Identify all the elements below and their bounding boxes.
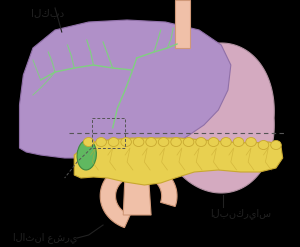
Ellipse shape: [77, 140, 96, 170]
Text: الاثنا عشري: الاثنا عشري: [13, 232, 77, 244]
Polygon shape: [100, 162, 177, 228]
Ellipse shape: [121, 138, 131, 146]
Ellipse shape: [183, 138, 194, 146]
Ellipse shape: [208, 138, 219, 146]
Ellipse shape: [246, 138, 256, 146]
Ellipse shape: [171, 138, 182, 146]
Ellipse shape: [271, 141, 281, 149]
Polygon shape: [74, 138, 283, 185]
Ellipse shape: [258, 141, 269, 149]
Polygon shape: [159, 43, 274, 193]
Ellipse shape: [233, 138, 244, 146]
Ellipse shape: [158, 138, 169, 146]
Ellipse shape: [196, 138, 206, 146]
Ellipse shape: [83, 138, 94, 146]
Ellipse shape: [146, 138, 156, 146]
Ellipse shape: [108, 138, 119, 146]
Text: البنكرياس: البنكرياس: [210, 208, 271, 219]
Ellipse shape: [96, 138, 106, 146]
Polygon shape: [20, 20, 231, 158]
Ellipse shape: [221, 138, 231, 146]
Polygon shape: [175, 0, 190, 48]
Ellipse shape: [133, 138, 144, 146]
Text: الكبد: الكبد: [32, 8, 64, 18]
Polygon shape: [123, 172, 151, 215]
